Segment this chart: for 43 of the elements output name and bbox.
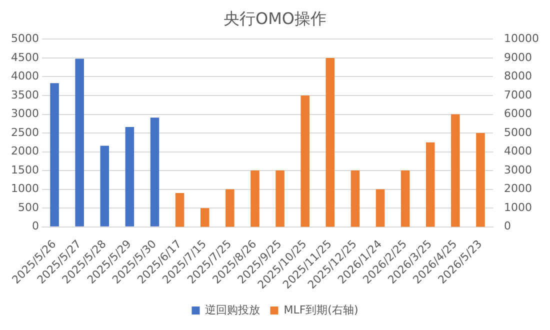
- bar: [50, 83, 59, 226]
- bar: [300, 95, 310, 227]
- y-tick-label: 1000: [10, 182, 39, 196]
- bar: [125, 127, 134, 226]
- y2-tick-label: 5000: [504, 126, 532, 139]
- bar: [350, 170, 360, 227]
- y2-tick-label: 0: [504, 220, 512, 233]
- bar: [226, 189, 234, 227]
- bar: [400, 170, 410, 227]
- bar: [426, 142, 435, 227]
- bar: [326, 58, 335, 227]
- y-tick-label: 3500: [10, 88, 39, 102]
- y2-tick-label: 2000: [504, 182, 532, 196]
- y2-tick-label: 6000: [504, 107, 532, 120]
- y-tick-label: 500: [18, 200, 39, 214]
- bar: [75, 58, 84, 226]
- bar: [476, 133, 485, 227]
- y2-tick-label: 1000: [504, 200, 532, 214]
- bar: [150, 118, 160, 226]
- y-tick-label: 4500: [10, 50, 39, 64]
- bar: [376, 189, 385, 227]
- y2-tick-label: 4000: [504, 144, 532, 158]
- y2-tick-label: 10000: [504, 32, 540, 46]
- bar: [250, 170, 260, 227]
- y-tick-label: 5000: [10, 32, 39, 46]
- y2-tick-label: 3000: [504, 163, 532, 176]
- y-tick-label: 2500: [10, 126, 39, 139]
- bar: [100, 146, 110, 226]
- y-tick-label: 3000: [10, 107, 39, 120]
- legend-label: 逆回购投放: [205, 303, 260, 316]
- bar: [200, 208, 210, 227]
- bar: [276, 170, 284, 227]
- legend-label: MLF到期(右轴): [284, 303, 358, 316]
- bar: [175, 193, 184, 227]
- y-tick-label: 1500: [10, 163, 39, 176]
- y-tick-label: 2000: [10, 144, 39, 158]
- bar: [451, 114, 460, 227]
- y2-tick-label: 7000: [504, 88, 532, 102]
- y2-tick-label: 8000: [504, 70, 532, 83]
- y-tick-label: 0: [32, 220, 39, 233]
- chart-title: 央行OMO操作: [224, 8, 326, 28]
- y-tick-label: 4000: [10, 70, 39, 83]
- y2-tick-label: 9000: [504, 50, 532, 64]
